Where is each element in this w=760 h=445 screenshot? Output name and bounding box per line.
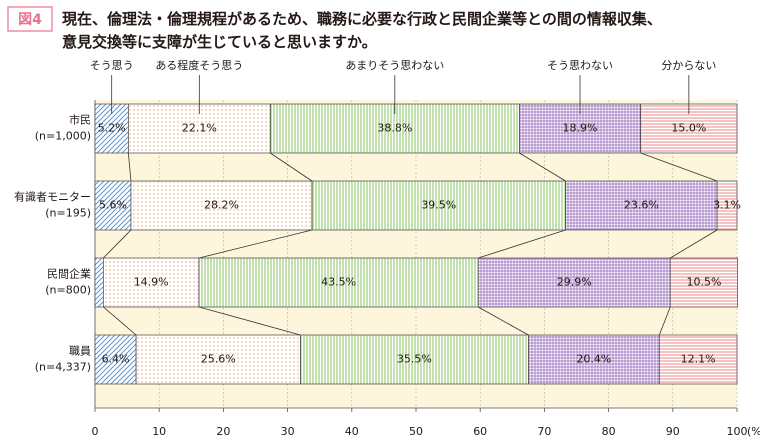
x-tick-label: 60 [473, 425, 487, 438]
category-label: 職員 [69, 345, 91, 358]
x-tick-label: 50 [409, 425, 423, 438]
x-tick-label: 100 [727, 425, 748, 438]
bar-segment [565, 180, 718, 231]
connector [103, 306, 137, 336]
connector [519, 152, 566, 182]
bar-segment [198, 257, 479, 308]
chart-title: 意見交換等に支障が生じていると思いますか。 [62, 33, 377, 51]
x-tick-label: 0 [92, 425, 99, 438]
x-tick-label: 30 [281, 425, 295, 438]
x-axis-label: (%) [747, 425, 760, 438]
legend-label: ある程度そう思う [155, 58, 243, 72]
value-label: 28.2% [204, 199, 239, 212]
badge-box [7, 6, 53, 32]
bar-segment [94, 334, 137, 385]
value-label: 35.5% [397, 353, 432, 366]
value-label: 39.5% [421, 199, 456, 212]
badge: 図4 [18, 12, 42, 28]
x-tick-label: 90 [666, 425, 680, 438]
bar-segment [94, 257, 104, 308]
category-note: (n=1,000) [35, 130, 91, 143]
legend-label: 分からない [661, 59, 716, 72]
value-label: 20.4% [576, 353, 611, 366]
connector [640, 152, 718, 182]
value-label: 38.8% [377, 122, 412, 135]
connector [270, 152, 313, 182]
bar-segment [300, 334, 529, 385]
bar-segment [716, 180, 738, 231]
connector [103, 229, 132, 259]
x-tick-label: 80 [602, 425, 616, 438]
connector [198, 229, 313, 259]
chart-title: 現在、倫理法・倫理規程があるため、職務に必要な行政と民間企業等との間の情報収集、 [62, 10, 662, 28]
value-label: 5.2% [98, 122, 126, 135]
value-label: 6.4% [102, 353, 130, 366]
connector [478, 229, 566, 259]
connector [670, 229, 718, 259]
connector [478, 306, 529, 336]
bar-segment [135, 334, 301, 385]
bar-segment [102, 257, 200, 308]
value-label: 29.9% [557, 276, 592, 289]
category-label: 有識者モニター [14, 190, 91, 204]
value-label: 12.1% [681, 353, 716, 366]
bar-segment [527, 334, 660, 385]
value-label: 10.5% [686, 276, 721, 289]
category-label: 民間企業 [47, 267, 91, 281]
bar-segment [658, 334, 738, 385]
legend-label: そう思わない [547, 59, 613, 72]
value-label: 23.6% [624, 199, 659, 212]
bar-segment [311, 180, 566, 231]
x-tick-label: 40 [345, 425, 359, 438]
value-label: 5.6% [99, 199, 127, 212]
category-label: 市民 [69, 113, 91, 127]
x-tick-label: 20 [216, 425, 230, 438]
value-label: 18.9% [563, 122, 598, 135]
x-tick-label: 10 [152, 425, 166, 438]
category-note: (n=195) [45, 207, 91, 220]
category-note: (n=800) [45, 284, 91, 297]
bar-segment [130, 180, 313, 231]
category-note: (n=4,337) [35, 361, 91, 374]
value-label: 25.6% [201, 353, 236, 366]
x-tick-label: 70 [537, 425, 551, 438]
connector [658, 306, 671, 336]
value-label: 14.9% [134, 276, 169, 289]
bar-segment [477, 257, 671, 308]
value-label: 3.1% [713, 199, 741, 212]
value-label: 15.0% [671, 122, 706, 135]
bar-segment [669, 257, 738, 308]
connector [198, 306, 301, 336]
value-label: 22.1% [182, 122, 217, 135]
connector [127, 152, 132, 182]
legend-label: あまりそう思わない [345, 59, 444, 72]
legend-label: そう思う [90, 59, 134, 72]
value-label: 43.5% [321, 276, 356, 289]
